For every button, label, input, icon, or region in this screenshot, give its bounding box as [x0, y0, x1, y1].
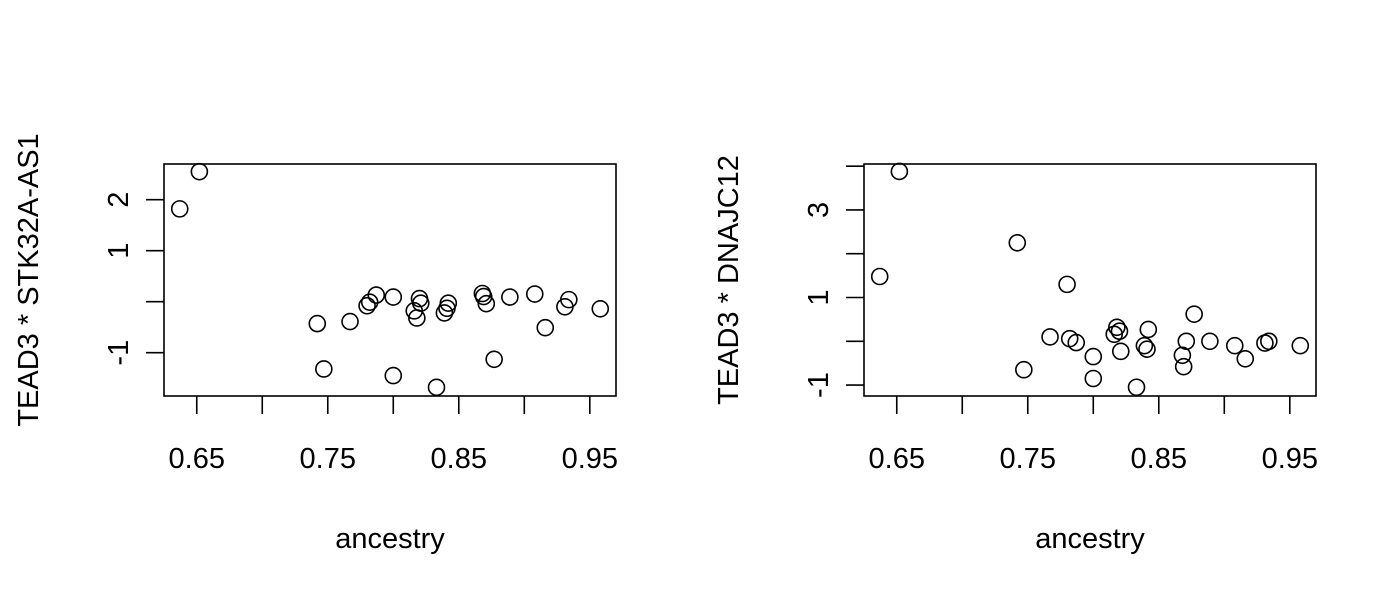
- data-point: [308, 314, 327, 333]
- x-tick-label: 0.75: [300, 443, 356, 475]
- data-point: [525, 285, 544, 303]
- data-point: [1138, 340, 1156, 358]
- data-point: [1236, 349, 1255, 368]
- data-point: [358, 296, 376, 315]
- data-point: [1108, 318, 1126, 337]
- data-point: [1139, 320, 1158, 339]
- data-point: [1177, 332, 1196, 351]
- data-point: [1058, 275, 1076, 294]
- data-point: [474, 287, 493, 306]
- data-point: [1225, 336, 1244, 355]
- x-axis-label: ancestry: [1035, 523, 1145, 555]
- data-point: [411, 294, 430, 313]
- x-tick-label: 0.65: [169, 443, 225, 475]
- data-point: [367, 286, 386, 304]
- data-point: [1174, 357, 1193, 376]
- x-tick-label: 0.85: [1131, 443, 1187, 475]
- y-tick-label: 3: [803, 202, 835, 218]
- y-tick-label: 2: [103, 192, 135, 208]
- data-point: [384, 288, 403, 306]
- data-point: [501, 288, 519, 306]
- data-point: [1260, 332, 1278, 351]
- data-point: [439, 294, 458, 313]
- y-tick-label: 1: [803, 289, 835, 305]
- data-point: [1105, 325, 1124, 344]
- data-point: [890, 162, 909, 181]
- data-point: [1185, 305, 1203, 323]
- y-tick-label: -1: [103, 340, 135, 366]
- data-point: [1291, 336, 1310, 355]
- data-point: [485, 350, 503, 369]
- y-tick-label: -1: [803, 372, 835, 398]
- data-point: [1084, 369, 1103, 388]
- data-point: [190, 162, 209, 181]
- y-axis-label: TEAD3 * DNAJC12: [713, 155, 745, 405]
- data-point: [1015, 360, 1033, 379]
- data-point: [1135, 336, 1154, 355]
- data-point: [1127, 378, 1146, 397]
- data-point: [435, 304, 454, 322]
- x-axis-label: ancestry: [335, 523, 445, 555]
- data-point: [477, 294, 496, 313]
- data-point: [560, 290, 578, 309]
- scatter-panel-left: 0.65 0.75 0.85 0.95 -1 1 2 ancestry TEAD3 * STK3…: [13, 133, 618, 555]
- data-point: [591, 300, 610, 318]
- data-point: [1111, 342, 1130, 361]
- data-point: [1008, 233, 1027, 252]
- data-point: [1173, 346, 1192, 365]
- data-point: [1067, 333, 1086, 352]
- data-point: [1084, 347, 1103, 366]
- x-tick-label: 0.95: [1262, 443, 1318, 475]
- data-point: [315, 360, 333, 378]
- x-tick-label: 0.75: [1000, 443, 1056, 475]
- data-point: [1041, 328, 1059, 346]
- plot-frame: [863, 163, 1317, 397]
- x-tick-label: 0.65: [869, 443, 925, 475]
- plot-frame: [163, 163, 617, 397]
- data-point: [870, 267, 889, 286]
- data-point: [170, 200, 189, 218]
- y-tick-label: 1: [103, 243, 135, 259]
- x-tick-label: 0.85: [431, 443, 487, 475]
- scatter-panel-right: 0.65 0.75 0.85 0.95 -1 1 3 ancestry TEAD3 * DNAJ…: [713, 155, 1318, 555]
- x-tick-label: 0.95: [562, 443, 618, 475]
- y-axis-label: TEAD3 * STK32A-AS1: [13, 133, 45, 426]
- data-point: [384, 366, 403, 385]
- data-point: [341, 312, 359, 331]
- data-point: [427, 378, 446, 397]
- data-point: [536, 318, 555, 337]
- data-point: [1110, 322, 1129, 341]
- data-point: [1201, 332, 1219, 351]
